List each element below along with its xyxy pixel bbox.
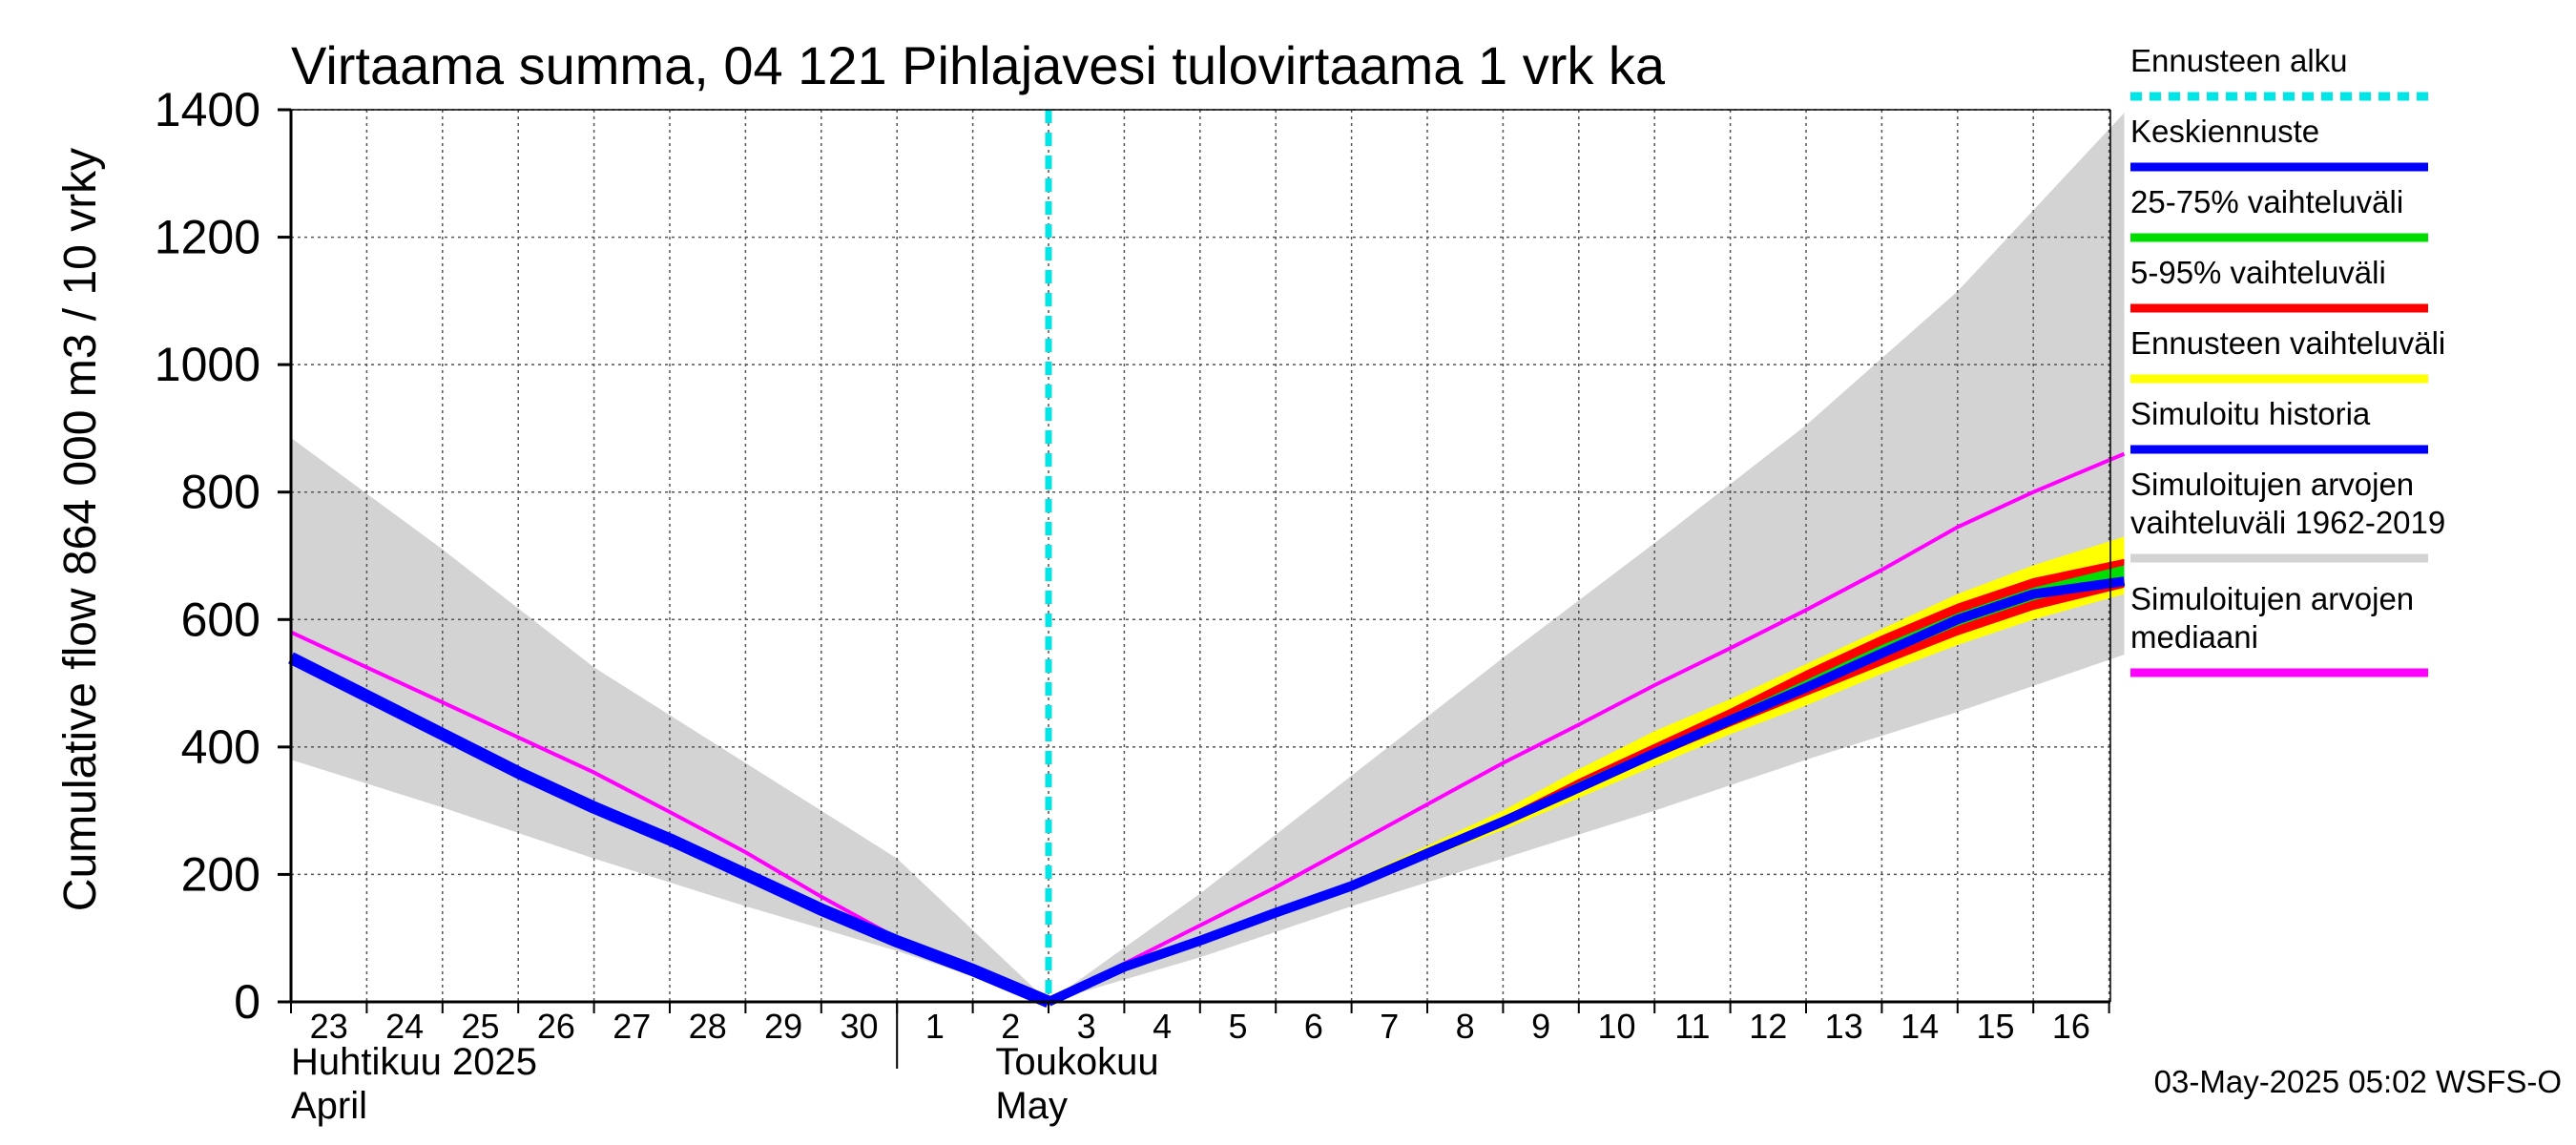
- y-tick-label: 1200: [155, 211, 260, 264]
- simulated-history-line: [288, 652, 1051, 1008]
- x-tick-label: 25: [461, 1007, 499, 1046]
- axes: [278, 108, 2111, 1069]
- x-tick-label: 9: [1531, 1007, 1550, 1046]
- month-label-english: May: [995, 1085, 1068, 1127]
- x-tick-label: 4: [1153, 1007, 1172, 1046]
- y-tick-label: 400: [181, 720, 260, 774]
- legend-label: Simuloitujen arvojen: [2130, 581, 2414, 616]
- x-tick-label: 15: [1976, 1007, 2014, 1046]
- series-lines: [288, 110, 2126, 1008]
- month-label: Toukokuu: [995, 1041, 1158, 1083]
- median-line: [290, 451, 2126, 1005]
- y-tick-label: 1400: [155, 83, 260, 136]
- legend: Ennusteen alku Keskiennuste 25-75% vaihtel…: [2130, 43, 2445, 677]
- x-tick-label: 1: [925, 1007, 945, 1046]
- timestamp: 03-May-2025 05:02 WSFS-O: [2154, 1064, 2562, 1099]
- x-tick-label: 3: [1077, 1007, 1096, 1046]
- x-tick-label: 13: [1825, 1007, 1863, 1046]
- x-tick-label: 14: [1901, 1007, 1939, 1046]
- legend-label: vaihteluväli 1962-2019: [2130, 505, 2445, 540]
- x-tick-label: 30: [840, 1007, 878, 1046]
- y-tick-label: 1000: [155, 338, 260, 391]
- y-tick-label: 0: [234, 975, 260, 1029]
- x-tick-label: 2: [1001, 1007, 1020, 1046]
- x-tick-label: 6: [1304, 1007, 1323, 1046]
- historical-range-area: [291, 113, 2125, 1003]
- x-tick-label: 11: [1674, 1007, 1710, 1046]
- y-tick-label: 800: [181, 466, 260, 519]
- x-tick-label: 8: [1456, 1007, 1475, 1046]
- x-tick-label: 28: [689, 1007, 727, 1046]
- x-tick-label: 23: [310, 1007, 348, 1046]
- y-tick-label: 600: [181, 593, 260, 646]
- legend-label: Keskiennuste: [2130, 114, 2319, 149]
- historical-range-band: [291, 113, 2125, 1003]
- x-tick-label: 5: [1228, 1007, 1247, 1046]
- legend-label: 25-75% vaihteluväli: [2130, 184, 2403, 219]
- month-label-english: April: [291, 1085, 367, 1127]
- mean-forecast-line: [1046, 576, 2126, 1007]
- x-tick-label: 24: [385, 1007, 424, 1046]
- legend-label: mediaani: [2130, 619, 2258, 655]
- month-label: Huhtikuu 2025: [291, 1041, 537, 1083]
- legend-label: Ennusteen vaihteluväli: [2130, 325, 2445, 361]
- x-tick-label: 29: [764, 1007, 802, 1046]
- x-tick-label: 16: [2052, 1007, 2090, 1046]
- legend-label: Simuloitu historia: [2130, 396, 2371, 431]
- chart-title: Virtaama summa, 04 121 Pihlajavesi tulov…: [291, 35, 1666, 95]
- y-tick-label: 200: [181, 847, 260, 901]
- x-tick-label: 12: [1749, 1007, 1787, 1046]
- x-tick-label: 7: [1380, 1007, 1399, 1046]
- x-tick-label: 10: [1597, 1007, 1635, 1046]
- legend-label: Ennusteen alku: [2130, 43, 2348, 78]
- legend-label: Simuloitujen arvojen: [2130, 467, 2414, 502]
- legend-label: 5-95% vaihteluväli: [2130, 255, 2386, 290]
- y-axis-label: Cumulative flow 864 000 m3 / 10 vrky: [55, 148, 106, 911]
- x-tick-label: 27: [613, 1007, 651, 1046]
- x-tick-label: 26: [537, 1007, 575, 1046]
